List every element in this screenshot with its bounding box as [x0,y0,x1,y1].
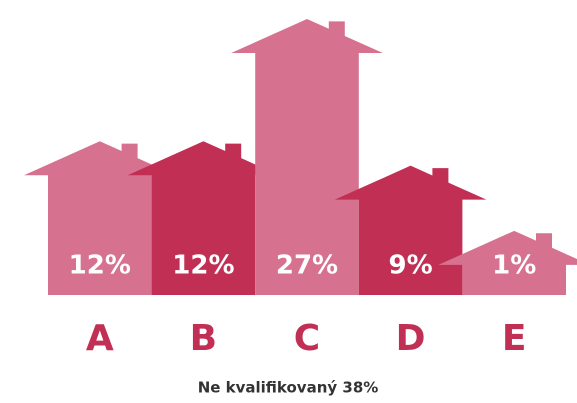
category-label: E [502,318,527,359]
value-label: 9% [389,251,433,281]
value-label: 12% [69,251,131,281]
value-label: 1% [492,251,536,281]
value-label: 27% [276,251,338,281]
house-bar [127,141,280,295]
house-bar [24,141,176,295]
category-label: C [294,318,320,359]
value-label: 12% [172,251,234,281]
category-label: B [190,318,217,359]
category-label: A [86,318,114,359]
annotation: Ne kvalifikovaný 38% [198,379,379,397]
category-label: D [396,318,426,359]
house-bar [438,230,577,295]
house-bar [231,19,383,295]
